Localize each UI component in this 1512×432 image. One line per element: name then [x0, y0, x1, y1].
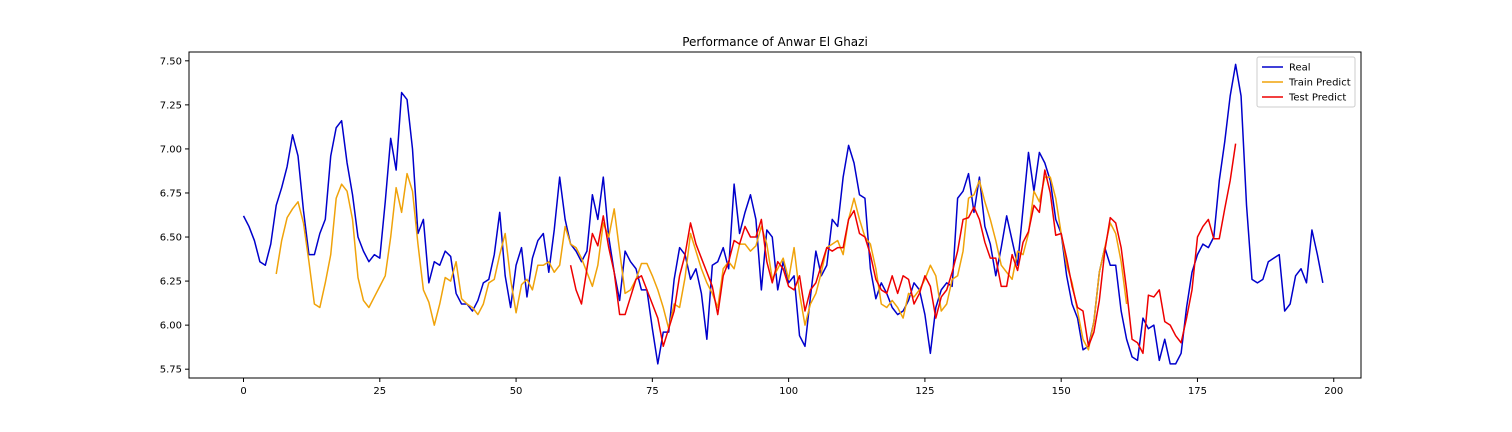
y-tick-label: 6.25	[160, 277, 182, 288]
x-tick-label: 200	[1324, 386, 1343, 397]
y-tick-label: 7.00	[160, 144, 182, 155]
legend: Real Train Predict Test Predict	[1256, 56, 1356, 108]
plot-lines	[242, 63, 1324, 365]
x-tick-label: 150	[1052, 386, 1071, 397]
legend-label: Test Predict	[1288, 93, 1346, 104]
x-tick-label: 100	[779, 386, 798, 397]
legend-label: Train Predict	[1288, 78, 1351, 89]
x-tick-label: 75	[646, 386, 659, 397]
y-axis: 5.75 6.00 6.25 6.50 6.75 7.00 7.25 7.50	[160, 56, 189, 376]
legend-label: Real	[1289, 63, 1311, 74]
chart-title: Performance of Anwar El Ghazi	[682, 35, 868, 49]
y-tick-label: 7.25	[160, 100, 182, 111]
legend-box	[1256, 56, 1356, 108]
x-tick-label: 175	[1188, 386, 1207, 397]
series-line-real	[242, 63, 1324, 365]
series-line-test-predict	[569, 143, 1237, 355]
x-tick-label: 25	[373, 386, 386, 397]
y-tick-label: 7.50	[160, 56, 182, 67]
x-tick-label: 50	[510, 386, 523, 397]
y-tick-label: 6.00	[160, 321, 182, 332]
y-tick-label: 6.75	[160, 188, 182, 199]
x-axis: 0 25 50 75 100 125 150 175 200	[240, 378, 1343, 397]
series-line-train-predict	[275, 172, 1128, 351]
y-tick-label: 5.75	[160, 365, 182, 376]
plot-frame	[188, 51, 1362, 379]
y-tick-label: 6.50	[160, 233, 182, 244]
x-tick-label: 125	[915, 386, 934, 397]
x-tick-label: 0	[240, 386, 246, 397]
